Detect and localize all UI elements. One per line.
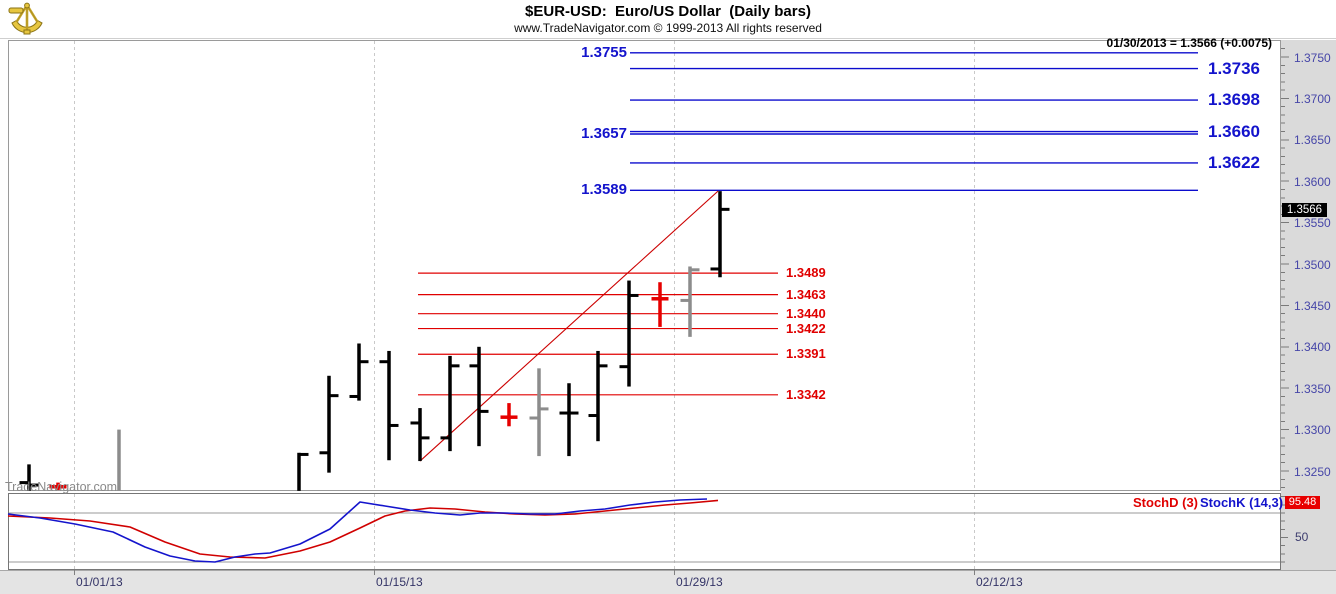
chart-title: $EUR-USD: Euro/US Dollar (Daily bars) bbox=[525, 3, 811, 20]
price-chart-area[interactable] bbox=[8, 40, 1281, 491]
chart-subtitle: www.TradeNavigator.com © 1999-2013 All r… bbox=[514, 21, 822, 35]
stochastic-chart-area[interactable] bbox=[8, 493, 1281, 570]
sextant-icon bbox=[8, 2, 43, 35]
date-axis-band[interactable] bbox=[0, 570, 1336, 594]
header: $EUR-USD: Euro/US Dollar (Daily bars) ww… bbox=[0, 0, 1336, 39]
price-axis-strip[interactable] bbox=[1281, 40, 1336, 570]
